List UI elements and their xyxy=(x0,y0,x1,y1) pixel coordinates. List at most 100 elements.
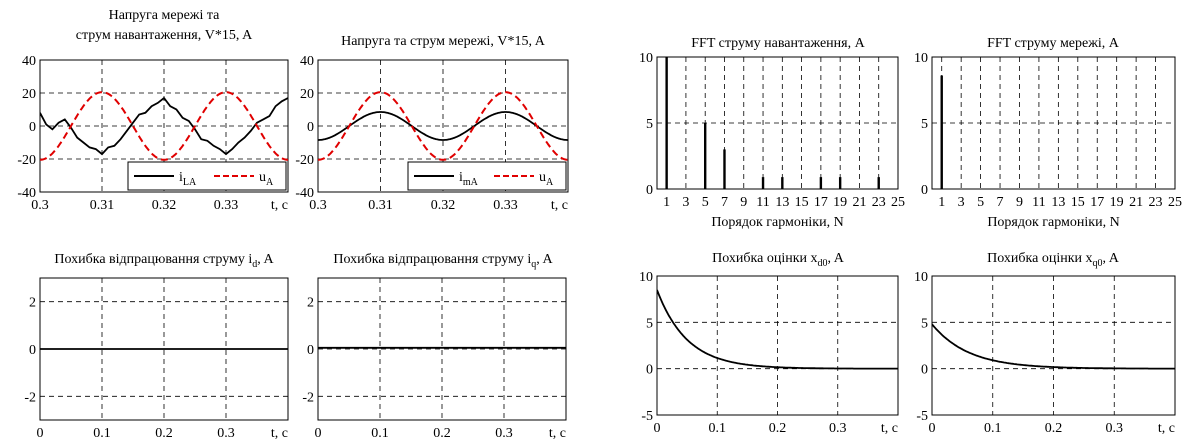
x-tick-label: 13 xyxy=(1051,195,1065,210)
x-tick-label: 0.31 xyxy=(90,198,115,213)
plot-frame xyxy=(656,56,899,190)
x-tick-label: 0 xyxy=(929,421,936,436)
y-tick-label: -20 xyxy=(295,153,314,168)
x-tick-label: 19 xyxy=(1110,195,1124,210)
x-tick-label: 9 xyxy=(1016,195,1023,210)
series-line-imA xyxy=(318,111,568,141)
x-axis-label: Порядок гармоніки, N xyxy=(711,215,843,230)
chart-p2: 0.3 0.31 0.32 0.33 -40 -20 0 20 40 t, c Напруга та… xyxy=(295,34,569,213)
x-tick-label: 15 xyxy=(795,195,809,210)
x-tick-label: 13 xyxy=(775,195,789,210)
x-axis-label: Порядок гармоніки, N xyxy=(987,215,1119,230)
plot-frame xyxy=(931,275,1176,416)
x-tick-label: 0.2 xyxy=(155,426,173,439)
x-unit-label: t, c xyxy=(881,421,898,436)
y-tick-label: 0 xyxy=(921,363,928,378)
x-tick-label: 0.1 xyxy=(984,421,1002,436)
x-tick-label: 21 xyxy=(1129,195,1143,210)
x-tick-label: 0.32 xyxy=(431,198,456,213)
series-line-iLA xyxy=(40,96,288,156)
x-tick-label: 0.3 xyxy=(829,421,847,436)
series-line-uA xyxy=(318,91,568,161)
y-tick-label: 10 xyxy=(639,51,653,66)
x-unit-label: t, c xyxy=(551,198,568,213)
y-tick-label: 0 xyxy=(921,183,928,198)
legend-label: iLA xyxy=(179,170,197,188)
y-tick-label: 5 xyxy=(646,117,653,132)
y-tick-label: -2 xyxy=(24,390,36,405)
y-tick-label: 10 xyxy=(639,270,653,285)
chart-p5: 0 0.1 0.2 0.3 -2 0 2 t, c Похибка відпрацювання … xyxy=(24,252,289,439)
plot-frame xyxy=(317,277,567,421)
plot-frame xyxy=(317,59,569,193)
x-tick-label: 5 xyxy=(977,195,984,210)
x-unit-label: t, c xyxy=(1158,421,1175,436)
chart-title: Похибка оцінки xq0, A xyxy=(987,251,1120,269)
x-tick-label: 0 xyxy=(654,421,661,436)
chart-title: Похибка оцінки xd0, A xyxy=(712,251,845,269)
y-tick-label: 5 xyxy=(921,117,928,132)
x-tick-label: 0.3 xyxy=(217,426,235,439)
y-tick-label: 2 xyxy=(29,296,36,311)
plot-frame xyxy=(656,275,899,416)
plot-frame xyxy=(39,59,289,193)
x-tick-label: 0.3 xyxy=(31,198,49,213)
x-tick-label: 17 xyxy=(814,195,828,210)
x-tick-label: 7 xyxy=(997,195,1004,210)
x-tick-label: 7 xyxy=(721,195,728,210)
chart-title: Похибка відпрацювання струму iq, A xyxy=(333,252,553,270)
y-tick-label: 0 xyxy=(307,343,314,358)
y-tick-label: -2 xyxy=(302,390,314,405)
x-tick-label: 3 xyxy=(682,195,689,210)
y-tick-label: -5 xyxy=(916,409,928,424)
x-tick-label: 0.1 xyxy=(709,421,727,436)
y-tick-label: 5 xyxy=(921,316,928,331)
y-tick-label: -5 xyxy=(641,409,653,424)
x-tick-label: 0.2 xyxy=(433,426,451,439)
x-tick-label: 0.2 xyxy=(769,421,787,436)
y-tick-label: 20 xyxy=(22,87,36,102)
x-tick-label: 25 xyxy=(1168,195,1182,210)
x-tick-label: 23 xyxy=(1149,195,1163,210)
series-line-0 xyxy=(932,323,1175,370)
x-tick-label: 1 xyxy=(663,195,670,210)
x-tick-label: 1 xyxy=(938,195,945,210)
legend-label: imA xyxy=(459,170,479,188)
y-tick-label: 2 xyxy=(307,296,314,311)
series-line-0 xyxy=(657,289,898,370)
y-tick-label: 10 xyxy=(914,270,928,285)
chart-title: струм навантаження, V*15, A xyxy=(76,28,253,43)
x-unit-label: t, c xyxy=(549,426,566,439)
chart-p1: 0.3 0.31 0.32 0.33 -40 -20 0 20 40 t, c Напруга ме… xyxy=(17,8,289,213)
y-tick-label: 0 xyxy=(307,120,314,135)
plot-frame xyxy=(931,56,1176,190)
x-tick-label: 5 xyxy=(702,195,709,210)
x-tick-label: 0.3 xyxy=(309,198,327,213)
x-tick-label: 0.31 xyxy=(368,198,393,213)
chart-title: Похибка відпрацювання струму id, A xyxy=(54,252,274,270)
series-line-uA xyxy=(40,91,288,161)
x-tick-label: 25 xyxy=(891,195,905,210)
y-tick-label: 20 xyxy=(300,87,314,102)
x-tick-label: 0.1 xyxy=(93,426,111,439)
y-tick-label: 0 xyxy=(29,343,36,358)
chart-title: Напруга мережі та xyxy=(109,8,221,23)
y-tick-label: -20 xyxy=(17,153,36,168)
y-tick-label: -40 xyxy=(295,186,314,201)
x-tick-label: 0 xyxy=(37,426,44,439)
legend: iLA uA xyxy=(127,161,287,191)
x-tick-label: 15 xyxy=(1071,195,1085,210)
y-tick-label: 40 xyxy=(22,54,36,69)
x-tick-label: 11 xyxy=(1032,195,1045,210)
legend-label: uA xyxy=(259,170,274,188)
x-tick-label: 3 xyxy=(958,195,965,210)
y-tick-label: 5 xyxy=(646,316,653,331)
x-tick-label: 19 xyxy=(833,195,847,210)
x-tick-label: 0.3 xyxy=(1106,421,1124,436)
y-tick-label: 0 xyxy=(29,120,36,135)
x-unit-label: t, c xyxy=(271,198,288,213)
